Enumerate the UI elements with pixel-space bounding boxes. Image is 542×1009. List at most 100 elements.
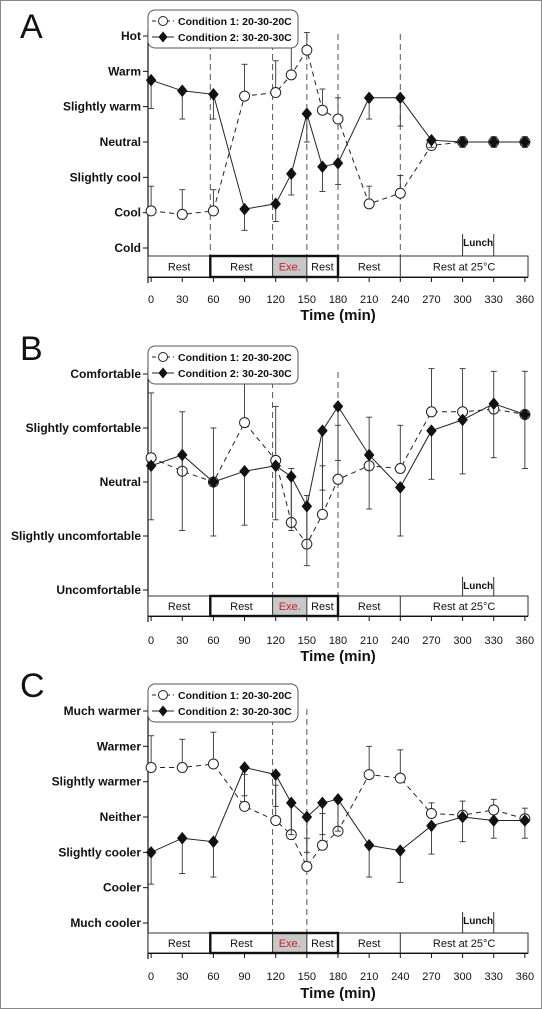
x-axis-label: Time (min)	[300, 985, 376, 1002]
exercise-cell	[272, 256, 307, 277]
y-tick-label: Slightly warmer	[52, 775, 142, 789]
x-tick-label: 270	[422, 294, 440, 306]
y-tick-label: Slightly warm	[63, 100, 141, 114]
legend-diamond-icon	[158, 367, 168, 379]
phase-label: Rest	[311, 938, 334, 950]
phase-label: Rest	[358, 938, 381, 950]
data-point-diamond	[285, 796, 297, 810]
x-tick-label: 240	[391, 635, 409, 647]
x-tick-label: 210	[360, 294, 378, 306]
phase-label: Rest	[168, 262, 191, 274]
data-point-circle	[176, 208, 188, 220]
data-point-circle	[316, 839, 328, 851]
legend-box	[147, 683, 299, 723]
data-point-circle	[176, 762, 188, 774]
data-point-diamond	[332, 792, 344, 806]
panel-c: C Much cooler Cooler Slightly cooler Neither…	[20, 667, 534, 1002]
data-point-diamond	[394, 91, 406, 105]
panel-letter: C	[20, 667, 45, 705]
data-point-circle	[270, 815, 282, 827]
data-point-circle	[488, 804, 500, 816]
data-point-diamond	[363, 838, 375, 852]
x-tick-label: 180	[329, 294, 347, 306]
data-point-circle	[285, 69, 297, 81]
data-point-circle	[145, 762, 157, 774]
x-tick-label: 360	[516, 971, 534, 983]
legend-diamond-icon	[158, 31, 168, 43]
data-point-circle	[270, 87, 282, 99]
data-point-diamond	[363, 91, 375, 105]
y-tick-label: Slightly uncomfortable	[11, 529, 141, 543]
phase-label: Rest	[230, 262, 253, 274]
data-point-diamond	[488, 135, 500, 149]
lunch-label: Lunch	[463, 238, 493, 249]
x-tick-label: 30	[176, 971, 188, 983]
x-tick-label: 150	[298, 635, 316, 647]
y-tick-label: Much cooler	[70, 916, 141, 930]
x-tick-label: 360	[516, 635, 534, 647]
data-point-circle	[207, 758, 219, 770]
data-point-diamond	[394, 481, 406, 494]
legend-box	[147, 345, 299, 385]
data-point-circle	[145, 205, 157, 217]
data-point-circle	[394, 463, 406, 474]
data-point-circle	[301, 860, 313, 872]
legend: Condition 1: 20-30-20C Condition 2: 30-20…	[147, 345, 299, 385]
x-tick-label: 300	[453, 635, 471, 647]
phase-label: Rest	[168, 601, 191, 613]
legend: Condition 1: 20-30-20C Condition 2: 30-20…	[147, 683, 299, 723]
legend-box	[147, 9, 299, 49]
data-point-diamond	[457, 413, 468, 427]
phase-label: Rest	[311, 601, 334, 613]
phase-label: Rest	[358, 601, 381, 613]
panel-letter: A	[20, 8, 43, 46]
data-point-diamond	[145, 459, 157, 473]
data-point-diamond	[457, 135, 468, 149]
x-axis-label: Time (min)	[300, 307, 376, 324]
phase-label: Rest at 25°C	[433, 601, 496, 613]
x-tick-label: 360	[516, 294, 534, 306]
x-tick-label: 180	[329, 635, 347, 647]
data-point-circle	[363, 198, 375, 210]
phase-label: Rest	[168, 938, 191, 950]
legend-label: Condition 2: 30-20-30C	[178, 368, 292, 380]
y-tick-label: Warm	[108, 64, 141, 78]
data-point-diamond	[285, 167, 297, 181]
y-tick-label: Comfortable	[70, 367, 141, 381]
exercise-label: Exe.	[279, 262, 301, 274]
panel-b: B Uncomfortable Slightly uncomfortable Neut…	[11, 330, 534, 665]
exercise-label: Exe.	[279, 601, 301, 613]
data-point-diamond	[239, 464, 250, 478]
data-point-circle	[316, 508, 328, 520]
data-point-circle	[332, 473, 344, 485]
data-point-diamond	[519, 814, 531, 827]
y-tick-label: Hot	[121, 29, 141, 43]
legend-circle-icon	[158, 690, 168, 700]
data-point-diamond	[301, 499, 313, 513]
series-2	[145, 761, 531, 885]
x-tick-label: 330	[485, 635, 503, 647]
data-point-diamond	[519, 135, 531, 149]
x-tick-label: 60	[207, 635, 219, 647]
data-point-diamond	[426, 133, 437, 147]
data-point-circle	[332, 113, 344, 125]
data-point-circle	[425, 807, 437, 819]
x-tick-label: 120	[267, 294, 285, 306]
data-point-diamond	[301, 107, 313, 121]
phase-label: Rest	[230, 601, 253, 613]
data-point-diamond	[426, 424, 437, 438]
legend-circle-icon	[158, 352, 168, 362]
data-point-diamond	[317, 424, 328, 438]
x-tick-label: 90	[238, 294, 250, 306]
phase-bar: Rest Rest Exe. Rest Rest Rest at 25°C	[147, 254, 529, 279]
data-point-diamond	[145, 845, 157, 859]
y-tick-label: Cool	[114, 206, 141, 220]
legend-label: Condition 1: 20-30-20C	[178, 690, 292, 702]
x-tick-label: 0	[148, 971, 154, 983]
data-point-diamond	[176, 448, 188, 462]
panel-a: A Cold Cool Slightly cool Neutral Slightly wa…	[20, 8, 534, 324]
x-tick-label: 300	[453, 294, 471, 306]
data-point-diamond	[285, 470, 297, 483]
data-point-diamond	[394, 844, 406, 857]
phase-bar: Rest Rest Exe. Rest Rest Rest at 25°C	[147, 594, 529, 618]
